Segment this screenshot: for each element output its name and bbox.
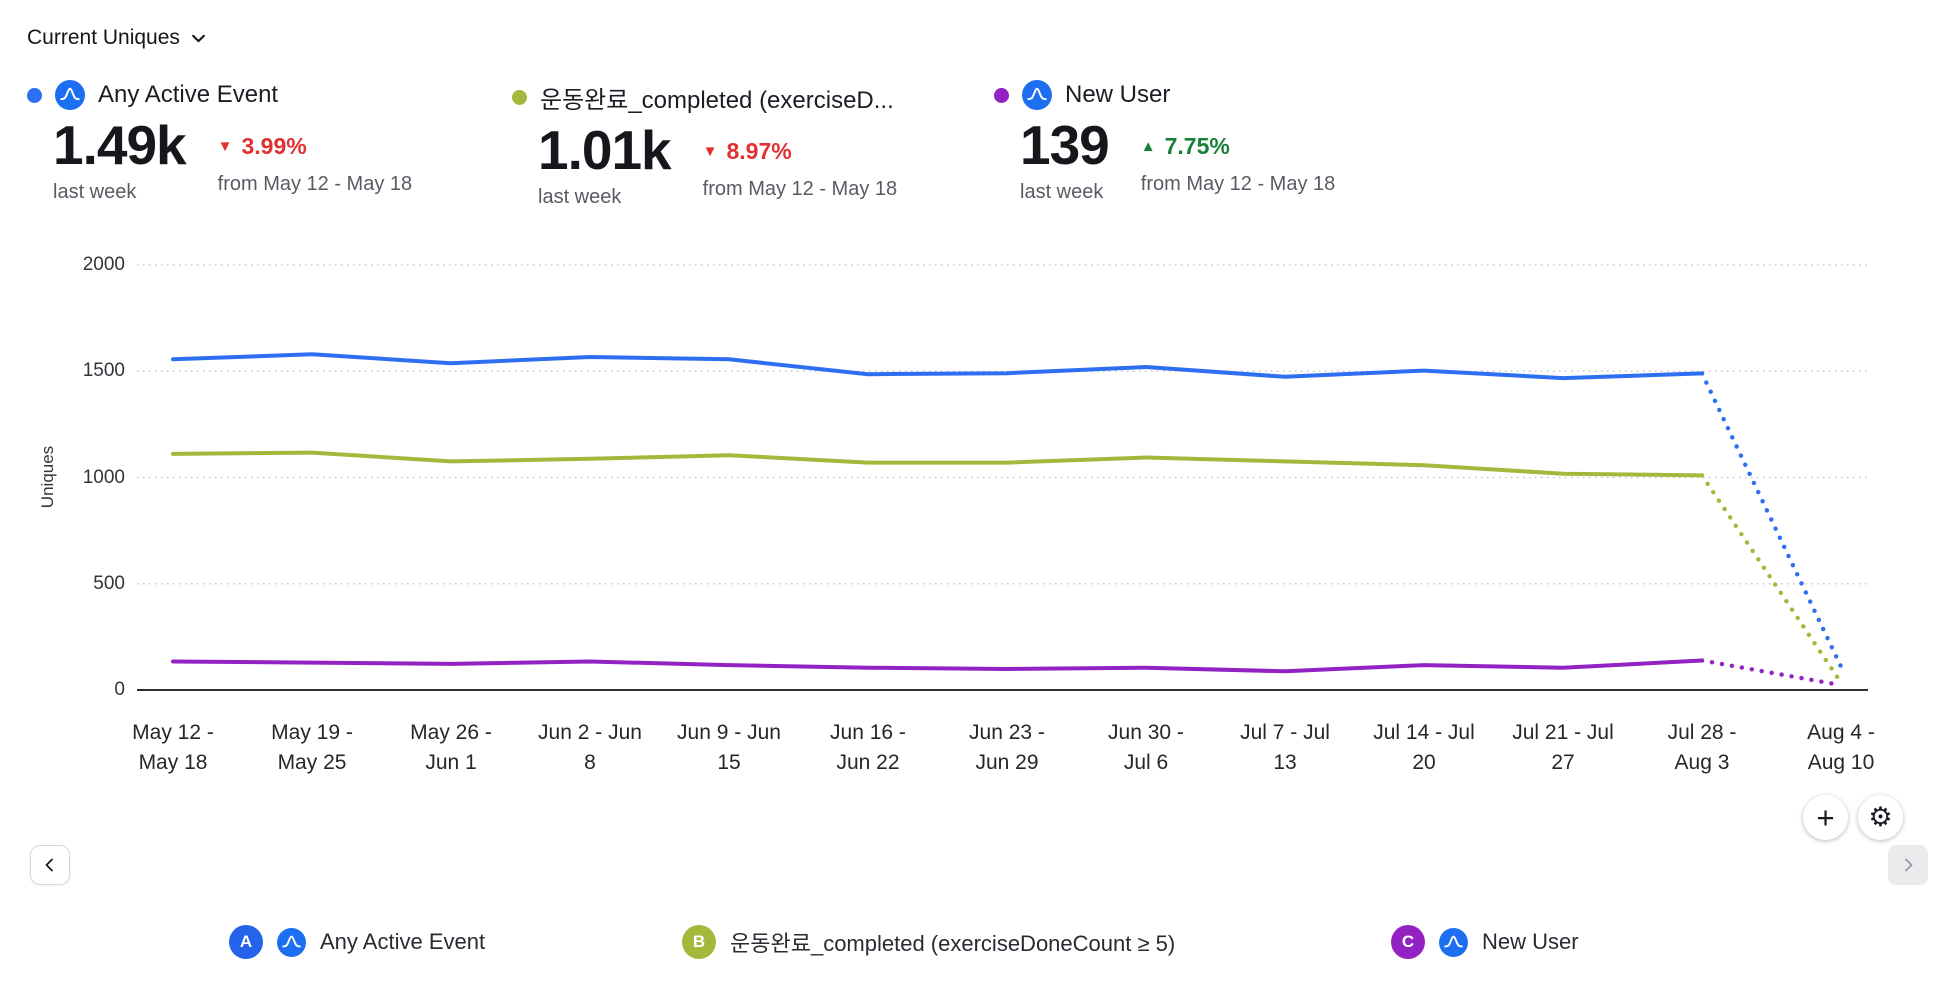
metric-new-user: New User 139 last week ▲ 7.75% from May … bbox=[994, 80, 1335, 204]
legend-letter-badge: A bbox=[229, 925, 263, 959]
x-axis-label: Jul 28 - Aug 3 bbox=[1667, 721, 1737, 775]
metric-compare-caption: from May 12 - May 18 bbox=[217, 173, 413, 195]
series-color-dot bbox=[994, 87, 1009, 103]
series-line-any-active-event[interactable] bbox=[171, 352, 1704, 381]
series-name: Any Active Event bbox=[98, 81, 279, 108]
metric-value: 139 bbox=[1020, 114, 1110, 176]
metric-selector-dropdown[interactable]: Current Uniques bbox=[27, 26, 207, 50]
metric-value-caption: last week bbox=[1020, 181, 1104, 204]
metric-change: ▼ 8.97% bbox=[703, 138, 898, 165]
metric-any-active-event: Any Active Event 1.49k last week ▼ 3.99%… bbox=[27, 80, 412, 204]
legend-item-new-user[interactable]: C New User bbox=[1391, 924, 1579, 960]
series-header-any-active-event[interactable]: Any Active Event bbox=[27, 80, 412, 110]
legend-label: 운동완료_completed (exerciseDoneCount ≥ 5) bbox=[730, 931, 1176, 956]
series-name: New User bbox=[1065, 81, 1171, 108]
x-axis-label: Jul 14 - Jul 20 bbox=[1373, 721, 1475, 775]
y-tick-label: 0 bbox=[114, 679, 125, 700]
metric-change-column: ▼ 3.99% from May 12 - May 18 bbox=[218, 116, 413, 204]
legend-label: New User bbox=[1482, 929, 1579, 954]
plus-icon: + bbox=[1816, 799, 1835, 835]
change-percent: 7.75% bbox=[1164, 133, 1230, 159]
change-percent: 8.97% bbox=[726, 138, 792, 164]
metric-exercise-completed: 운동완료_completed (exerciseD... 1.01k last … bbox=[512, 80, 897, 209]
next-page-button[interactable] bbox=[1888, 845, 1928, 885]
metric-value-column: 1.49k last week bbox=[53, 114, 187, 204]
change-percent: 3.99% bbox=[241, 133, 307, 159]
change-up-icon: ▲ bbox=[1140, 138, 1156, 155]
series-line-dotted-new-user[interactable] bbox=[1699, 658, 1844, 688]
legend-letter-badge: B bbox=[682, 925, 716, 959]
x-axis-label: May 19 - May 25 bbox=[271, 721, 353, 775]
metric-change-column: ▼ 8.97% from May 12 - May 18 bbox=[703, 121, 898, 209]
y-tick-label: 1500 bbox=[82, 360, 125, 382]
x-axis-label: Jul 7 - Jul 13 bbox=[1240, 721, 1330, 775]
change-down-icon: ▼ bbox=[702, 143, 718, 160]
legend-letter-badge: C bbox=[1391, 925, 1425, 959]
chevron-down-icon bbox=[192, 34, 205, 42]
x-axis-label: Jul 21 - Jul 27 bbox=[1512, 721, 1614, 775]
x-axis-label: Aug 4 - Aug 10 bbox=[1807, 721, 1875, 775]
metric-value-caption: last week bbox=[538, 186, 622, 209]
metric-value-caption: last week bbox=[53, 181, 137, 204]
metric-change-column: ▲ 7.75% from May 12 - May 18 bbox=[1141, 116, 1336, 204]
metric-value-column: 139 last week bbox=[1020, 114, 1110, 204]
series-color-dot bbox=[27, 87, 42, 103]
metric-value-column: 1.01k last week bbox=[538, 119, 672, 209]
x-axis-label: May 12 - May 18 bbox=[132, 721, 214, 775]
legend-item-any-active-event[interactable]: A Any Active Event bbox=[229, 924, 485, 960]
y-tick-label: 500 bbox=[93, 572, 125, 594]
x-axis-label: Jun 9 - Jun 15 bbox=[677, 721, 781, 775]
series-line-dotted-exercise-completed[interactable] bbox=[1699, 473, 1844, 685]
metric-compare-caption: from May 12 - May 18 bbox=[1140, 173, 1336, 195]
series-name: 운동완료_completed (exerciseD... bbox=[540, 87, 894, 114]
add-button[interactable]: + bbox=[1803, 795, 1848, 840]
x-axis-label: Jun 23 - Jun 29 bbox=[969, 721, 1045, 775]
metric-change: ▲ 7.75% bbox=[1141, 133, 1336, 160]
metric-selector-label: Current Uniques bbox=[27, 26, 180, 49]
prev-page-button[interactable] bbox=[30, 845, 70, 885]
amplitude-event-icon bbox=[1439, 927, 1468, 957]
x-axis-label: Jun 30 - Jul 6 bbox=[1108, 721, 1184, 775]
amplitude-event-icon bbox=[1022, 80, 1052, 110]
series-line-new-user[interactable] bbox=[171, 658, 1704, 674]
legend-label: Any Active Event bbox=[320, 929, 486, 954]
legend-item-exercise-completed[interactable]: B 운동완료_completed (exerciseDoneCount ≥ 5) bbox=[682, 924, 1175, 960]
series-header-new-user[interactable]: New User bbox=[994, 80, 1335, 110]
series-color-dot bbox=[512, 90, 527, 105]
amplitude-event-icon bbox=[277, 927, 306, 957]
y-tick-label: 2000 bbox=[82, 254, 125, 275]
gear-icon: ⚙ bbox=[1868, 802, 1893, 832]
change-down-icon: ▼ bbox=[217, 138, 233, 155]
chevron-right-icon bbox=[1905, 858, 1913, 872]
metric-value: 1.49k bbox=[53, 114, 187, 176]
series-header-exercise-completed[interactable]: 운동완료_completed (exerciseD... bbox=[512, 80, 897, 115]
metric-value: 1.01k bbox=[538, 119, 672, 181]
x-axis-label: Jun 16 - Jun 22 bbox=[830, 721, 906, 775]
series-line-exercise-completed[interactable] bbox=[171, 450, 1704, 478]
metric-change: ▼ 3.99% bbox=[218, 133, 413, 160]
x-axis-label: May 26 - Jun 1 bbox=[410, 721, 492, 775]
y-tick-label: 1000 bbox=[82, 466, 125, 488]
settings-button[interactable]: ⚙ bbox=[1858, 795, 1903, 840]
amplitude-event-icon bbox=[55, 80, 85, 110]
series-line-dotted-any-active-event[interactable] bbox=[1699, 371, 1844, 669]
chevron-left-icon bbox=[45, 858, 53, 872]
x-axis-label: Jun 2 - Jun 8 bbox=[538, 721, 642, 775]
metric-compare-caption: from May 12 - May 18 bbox=[702, 178, 898, 200]
